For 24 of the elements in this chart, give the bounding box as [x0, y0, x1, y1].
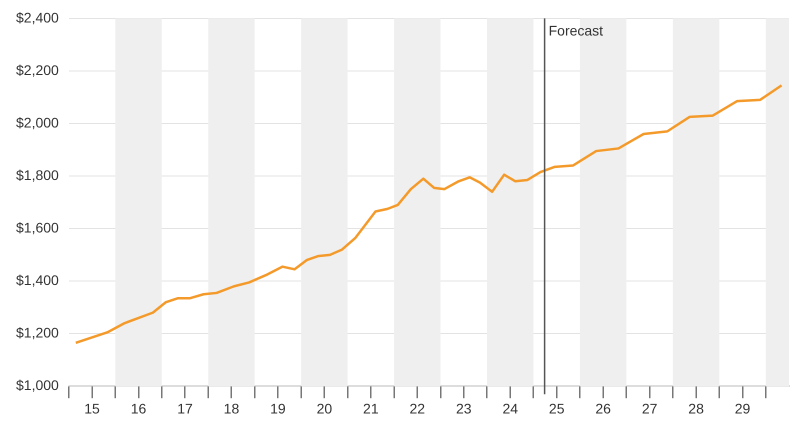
x-tick-label: 16	[130, 400, 147, 416]
y-tick-label: $1,000	[16, 377, 60, 394]
y-tick-label: $2,400	[16, 9, 60, 26]
x-tick-label: 28	[688, 400, 704, 416]
x-tick-label: 26	[595, 400, 612, 416]
y-tick-label: $1,400	[16, 272, 60, 288]
x-tick-label: 18	[224, 400, 240, 416]
y-tick-label: $1,800	[16, 166, 60, 183]
y-tick-label: $2,200	[16, 62, 60, 78]
x-tick-label: 15	[84, 400, 100, 416]
y-tick-label: $1,200	[16, 324, 60, 341]
x-tick-label: 17	[177, 400, 193, 416]
ref-line-label: Forecast	[548, 22, 604, 38]
x-tick-label: 27	[642, 400, 658, 416]
x-tick-label: 29	[734, 400, 751, 416]
x-tick-label: 24	[502, 400, 518, 416]
y-tick-label: $2,000	[16, 114, 60, 130]
x-tick-label: 22	[410, 400, 426, 416]
x-tick-label: 25	[548, 400, 565, 416]
x-tick-label: 23	[456, 400, 472, 416]
x-tick-label: 20	[316, 400, 332, 416]
y-tick-label: $1,600	[16, 219, 60, 236]
x-tick-label: 21	[363, 400, 379, 416]
x-tick-label: 19	[270, 400, 286, 416]
